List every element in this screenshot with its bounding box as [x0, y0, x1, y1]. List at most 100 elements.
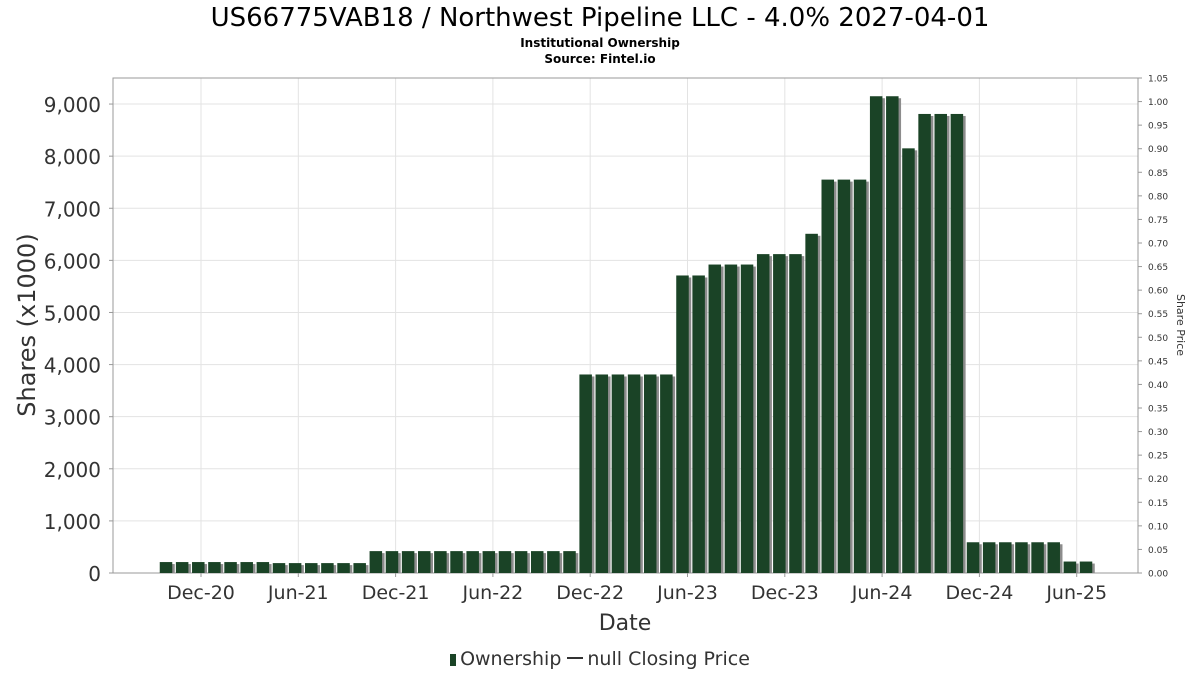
y2-tick-label: 0.65	[1148, 263, 1168, 273]
x-tick-label: Jun-25	[1045, 582, 1107, 604]
ownership-bar	[595, 374, 609, 573]
ownership-bar	[1079, 561, 1093, 573]
ownership-bar	[999, 542, 1012, 573]
x-tick-label: Dec-24	[945, 582, 1013, 604]
y-tick-label: 6,000	[44, 249, 101, 273]
y2-tick-label: 0.75	[1148, 216, 1168, 226]
ownership-bar	[1047, 542, 1060, 573]
legend-ownership-label: Ownership	[460, 648, 562, 670]
ownership-bar	[547, 551, 560, 573]
chart-title: US66775VAB18 / Northwest Pipeline LLC - …	[210, 3, 990, 33]
ownership-bar	[482, 551, 496, 573]
ownership-bar	[434, 551, 447, 573]
legend-closing-price-label: null Closing Price	[587, 648, 750, 670]
ownership-bar	[514, 551, 528, 573]
ownership-bar	[676, 275, 689, 573]
y2-tick-label: 0.25	[1148, 452, 1168, 462]
x-tick-label: Jun-21	[267, 582, 329, 604]
y-tick-label: 3,000	[44, 406, 101, 430]
ownership-bar	[1015, 542, 1028, 573]
axes-layer: 0 1,000 2,000 3,000 4,000 5,000 6,000 7,000 8,00…	[44, 75, 1169, 605]
y2-tick-label: 1.05	[1148, 75, 1168, 85]
ownership-bar	[530, 551, 544, 573]
y-axis-label: Shares (x1000)	[13, 233, 41, 416]
y2-tick-label: 0.50	[1148, 334, 1168, 344]
ownership-legend-swatch	[450, 654, 457, 666]
x-axis-label: Date	[599, 611, 652, 636]
x-tick-label: Dec-22	[556, 582, 624, 604]
ownership-bar	[869, 96, 883, 573]
x-tick-label: Dec-23	[751, 582, 819, 604]
ownership-bar	[305, 563, 318, 573]
y-tick-label: 7,000	[44, 197, 101, 221]
y2-tick-label: 0.35	[1148, 405, 1168, 415]
y-tick-label: 9,000	[44, 93, 101, 117]
ownership-bar	[627, 374, 641, 573]
x-tick-label: Jun-23	[656, 582, 718, 604]
bars-layer	[159, 96, 1095, 573]
ownership-bar	[272, 563, 286, 573]
ownership-bar	[417, 551, 431, 573]
closing-price-legend-line	[567, 657, 584, 659]
ownership-bar	[369, 551, 383, 573]
y2-tick-label: 0.40	[1148, 381, 1168, 391]
ownership-bar	[498, 551, 512, 573]
y-tick-label: 2,000	[44, 458, 101, 482]
y2-tick-label: 0.45	[1148, 357, 1168, 367]
ownership-bar	[740, 264, 754, 573]
x-tick-label: Jun-22	[462, 582, 524, 604]
ownership-bar	[466, 551, 479, 573]
ownership-bar	[611, 374, 625, 573]
y2-tick-label: 0.10	[1148, 522, 1168, 532]
ownership-bar	[353, 563, 366, 573]
x-tick-label: Jun-24	[851, 582, 913, 604]
chart-subtitle: Institutional Ownership	[520, 36, 680, 50]
y-tick-label: 8,000	[44, 145, 101, 169]
ownership-bar	[773, 254, 786, 573]
ownership-bar	[886, 96, 899, 573]
chart-source: Source: Fintel.io	[544, 52, 656, 66]
ownership-bar	[692, 275, 705, 573]
ownership-bar	[159, 562, 173, 573]
y-tick-label: 5,000	[44, 301, 101, 325]
ownership-bar	[1031, 542, 1044, 573]
ownership-bar	[805, 233, 818, 573]
y2-tick-label: 0.95	[1148, 122, 1168, 132]
y2-tick-label: 0.20	[1148, 475, 1168, 485]
ownership-bar	[192, 562, 205, 573]
ownership-bar	[660, 374, 673, 573]
y2-tick-label: 0.90	[1148, 145, 1168, 155]
ownership-bar	[756, 254, 770, 573]
ownership-bar	[789, 254, 802, 573]
ownership-bar	[853, 179, 867, 573]
ownership-bar	[288, 563, 302, 573]
ownership-bar	[934, 113, 947, 573]
y2-tick-label: 0.15	[1148, 499, 1168, 509]
ownership-bar	[385, 551, 399, 573]
ownership-bar	[821, 179, 835, 573]
ownership-bar	[450, 551, 463, 573]
ownership-bar	[224, 562, 237, 573]
ownership-bar	[563, 551, 576, 573]
y2-tick-label: 0.00	[1148, 570, 1168, 580]
y2-tick-label: 0.80	[1148, 192, 1168, 202]
chart-legend: Ownership null Closing Price	[0, 647, 1200, 671]
ownership-bar	[643, 374, 657, 573]
ownership-bar	[321, 563, 334, 573]
ownership-bar	[256, 562, 270, 573]
ownership-bar	[708, 264, 722, 573]
y2-axis-label: Share Price	[1174, 294, 1187, 356]
y-tick-label: 1,000	[44, 510, 101, 534]
ownership-bar	[902, 148, 915, 573]
y-tick-label: 4,000	[44, 354, 101, 378]
ownership-bar	[918, 113, 931, 573]
ownership-bar	[337, 563, 350, 573]
y2-tick-label: 0.55	[1148, 310, 1168, 320]
y2-tick-label: 0.85	[1148, 169, 1168, 179]
x-tick-label: Dec-21	[362, 582, 430, 604]
ownership-bar	[175, 562, 189, 573]
ownership-bar	[579, 374, 592, 573]
ownership-bar	[240, 562, 253, 573]
y2-tick-label: 0.30	[1148, 428, 1168, 438]
ownership-bar	[401, 551, 415, 573]
